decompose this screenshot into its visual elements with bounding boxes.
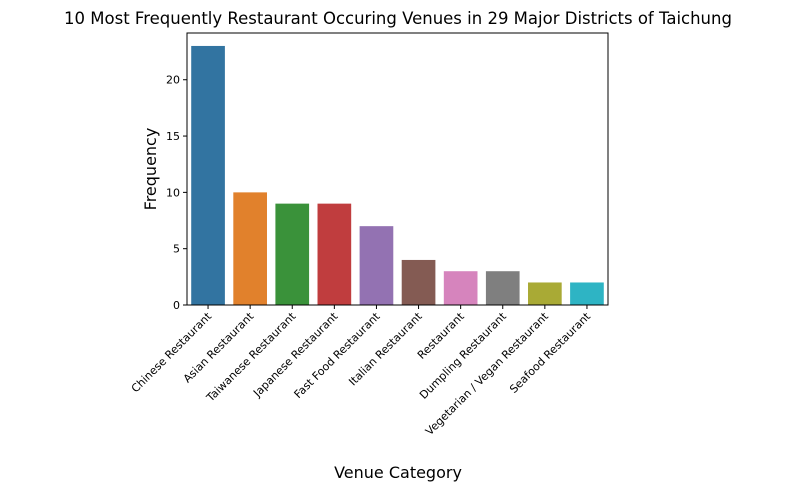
bars-group	[191, 45, 604, 305]
bar-6	[443, 271, 478, 305]
bar-4	[359, 226, 394, 305]
chart-title: 10 Most Frequently Restaurant Occuring V…	[64, 9, 732, 28]
y-tick-label-0: 0	[173, 299, 180, 312]
bar-3	[317, 203, 352, 305]
y-axis-label: Frequency	[141, 128, 160, 211]
bar-9	[570, 282, 604, 305]
bar-1	[233, 192, 267, 305]
y-tick-label-2: 10	[166, 186, 180, 199]
bar-5	[401, 259, 436, 305]
y-tick-label-4: 20	[166, 74, 180, 87]
axes-frame	[186, 32, 609, 306]
x-tick-label-0: Chinese Restaurant	[129, 309, 215, 395]
x-axis-label: Venue Category	[334, 463, 462, 482]
y-axis-ticks: 0 5 10 15 20	[166, 74, 187, 312]
bar-8	[528, 282, 562, 305]
y-tick-label-1: 5	[173, 243, 180, 256]
x-tick-label-5: Italian Restaurant	[346, 309, 425, 388]
y-tick-label-3: 15	[166, 130, 180, 143]
bar-2	[275, 203, 310, 305]
x-tick-label-1: Asian Restaurant	[181, 309, 257, 385]
bar-7	[485, 271, 520, 305]
x-tick-label-9: Seafood Restaurant	[507, 309, 593, 395]
bar-0	[191, 45, 225, 305]
